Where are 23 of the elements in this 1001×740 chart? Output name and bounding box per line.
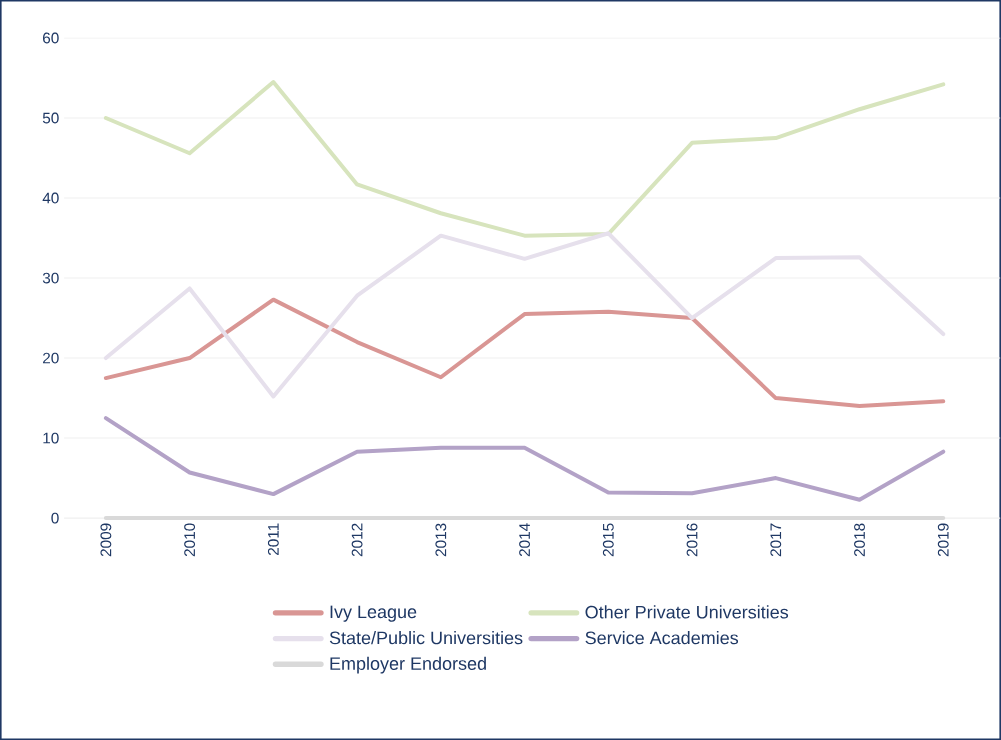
legend-label: Service Academies (585, 630, 739, 645)
y-tick-label: 30 (42, 272, 59, 284)
legend-label: State/Public Universities (329, 630, 523, 645)
legend-label: Ivy League (330, 605, 417, 622)
y-tick-label: 10 (43, 432, 59, 444)
x-tick-label: 2015 (602, 523, 614, 557)
x-tick-label: 2016 (686, 523, 698, 557)
x-tick-label: 2018 (854, 523, 865, 557)
y-tick-label: 0 (51, 512, 59, 524)
y-tick-label: 20 (43, 352, 59, 364)
x-tick-label: 2011 (267, 523, 279, 555)
x-tick-label: 2010 (184, 523, 196, 557)
x-tick-label: 2014 (519, 523, 530, 557)
y-tick-label: 40 (42, 192, 59, 204)
x-tick-label: 2009 (100, 523, 112, 557)
y-tick-label: 60 (43, 32, 59, 44)
x-tick-label: 2019 (937, 523, 949, 557)
x-tick-label: 2013 (435, 523, 447, 557)
legend-label: Employer Endorsed (330, 656, 486, 674)
legend-label: Other Private Universities (585, 605, 789, 619)
x-tick-label: 2017 (770, 523, 782, 557)
x-tick-label: 2012 (351, 523, 363, 557)
y-tick-label: 50 (42, 112, 59, 124)
